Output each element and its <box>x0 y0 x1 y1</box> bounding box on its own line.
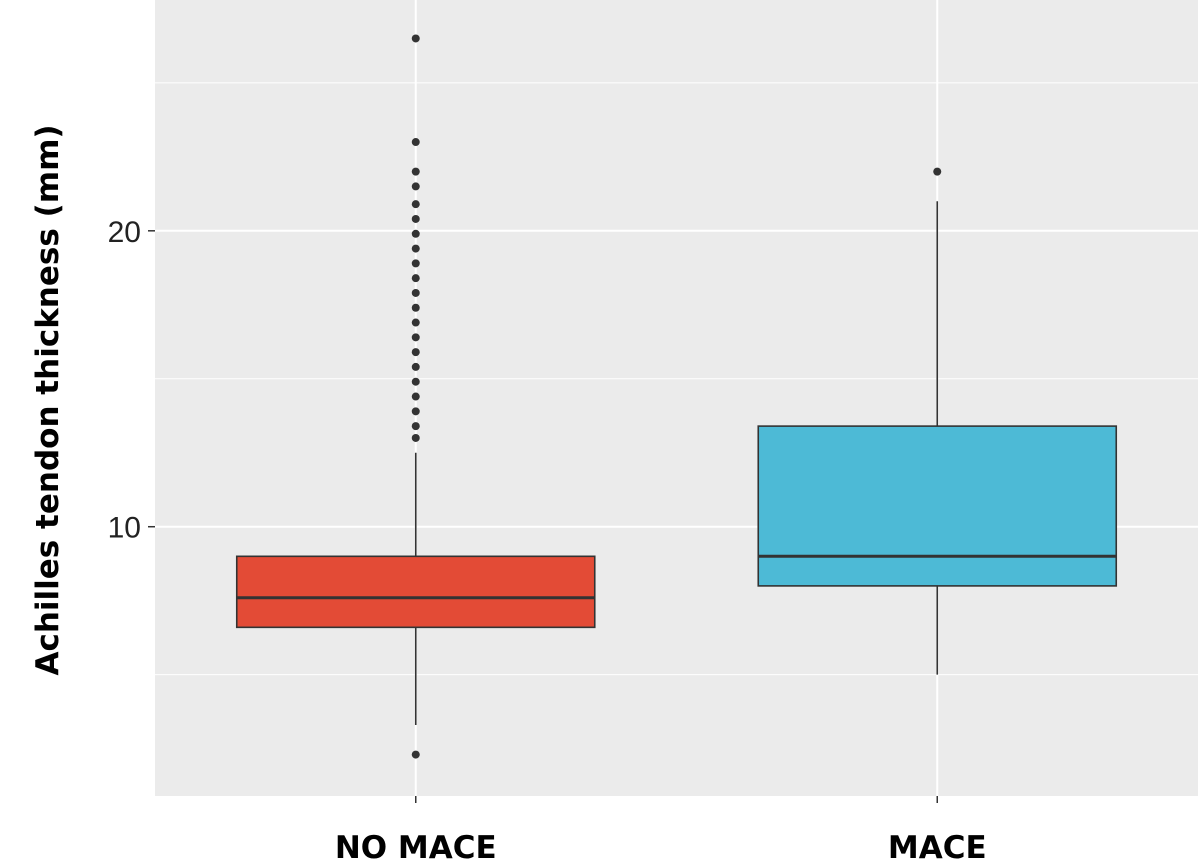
axes-layer: 10 20 NO MACE MACE <box>108 216 987 866</box>
y-tick-label: 20 <box>108 216 141 249</box>
outlier-point <box>411 167 420 176</box>
y-tick-label: 10 <box>108 512 141 545</box>
outlier-point <box>411 750 420 759</box>
box-group-mace <box>757 167 1118 675</box>
outlier-point <box>411 377 420 386</box>
outlier-point <box>411 318 420 327</box>
outlier-point <box>411 34 420 43</box>
outlier-point <box>411 229 420 238</box>
outlier-point <box>411 274 420 283</box>
outlier-point <box>411 182 420 191</box>
x-category-label: NO MACE <box>335 830 497 866</box>
outlier-point <box>411 303 420 312</box>
outlier-point <box>933 167 942 176</box>
boxes-layer <box>235 34 1118 759</box>
y-axis-title: Achilles tendon thickness (mm) <box>30 124 66 675</box>
outlier-point <box>411 288 420 297</box>
outlier-point <box>411 259 420 268</box>
outlier-point <box>411 422 420 431</box>
outlier-point <box>411 362 420 371</box>
iqr-box <box>757 425 1118 587</box>
outlier-point <box>411 392 420 401</box>
outlier-point <box>411 200 420 209</box>
x-category-label: MACE <box>888 830 987 866</box>
outlier-point <box>411 433 420 442</box>
plot-panel <box>155 0 1198 796</box>
outlier-point <box>411 138 420 147</box>
outlier-point <box>411 348 420 357</box>
outlier-point <box>411 407 420 416</box>
outlier-point <box>411 244 420 253</box>
box-group-no-mace <box>235 34 596 759</box>
iqr-box <box>235 555 596 629</box>
outlier-point <box>411 333 420 342</box>
outlier-point <box>411 214 420 223</box>
